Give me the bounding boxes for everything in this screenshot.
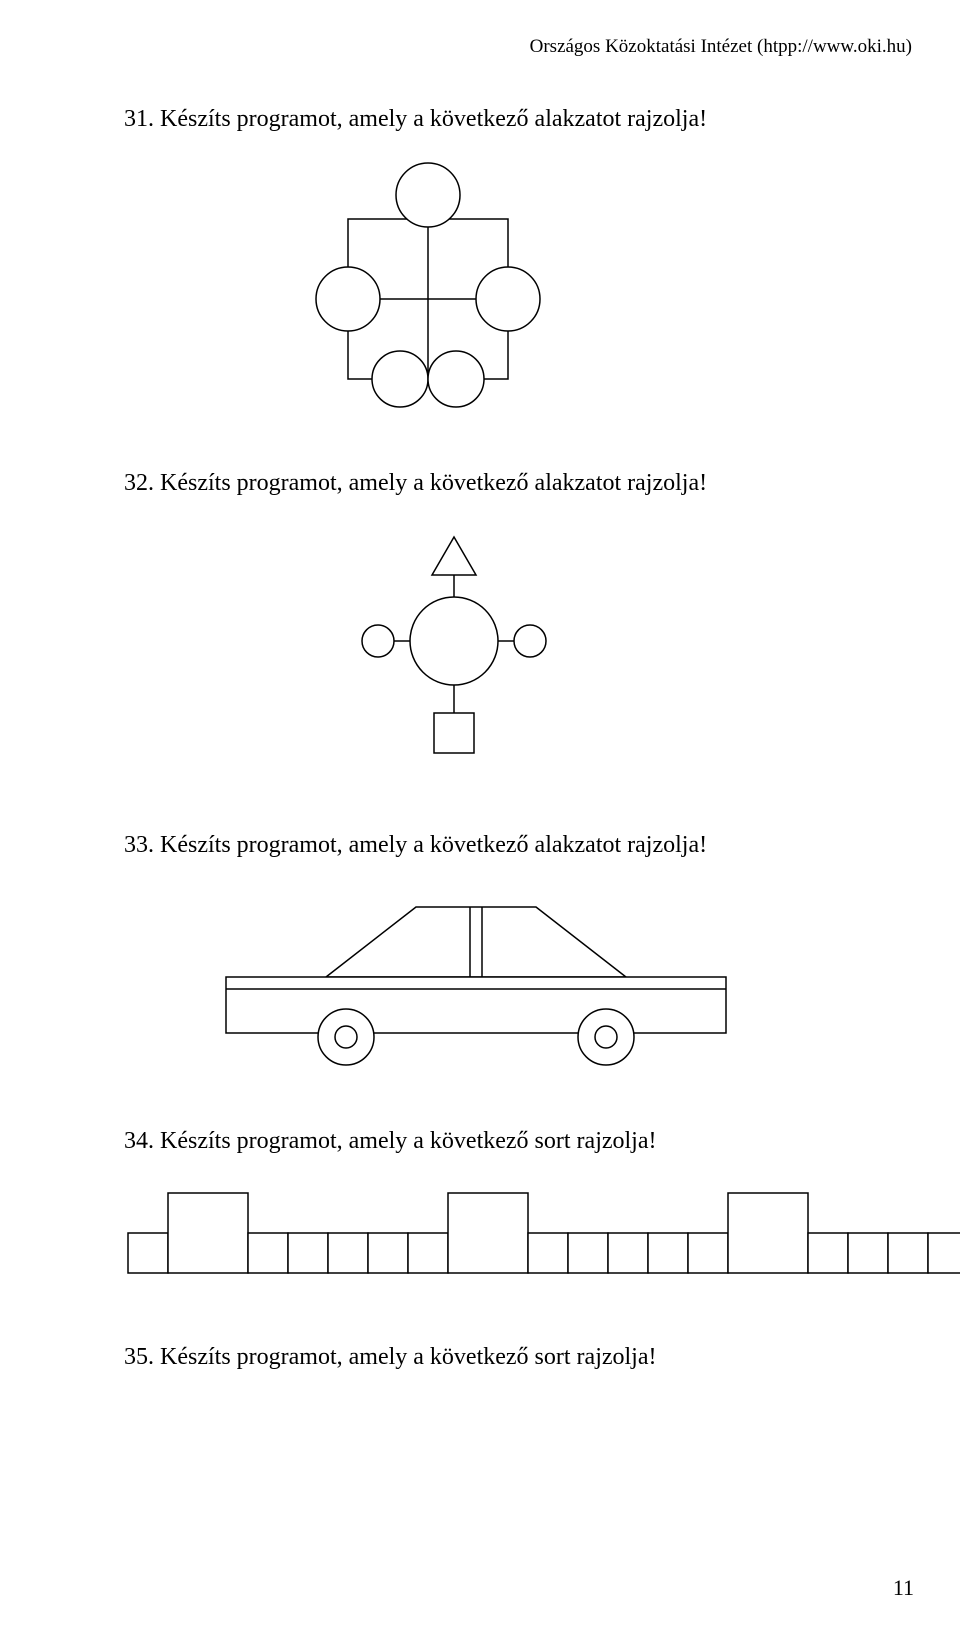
figure-31 xyxy=(124,159,918,424)
figure-32 xyxy=(124,521,918,786)
task-33: 33. Készíts programot, amely a következő… xyxy=(124,832,918,859)
task-34: 34. Készíts programot, amely a következő… xyxy=(124,1128,918,1155)
task-35: 35. Készíts programot, amely a következő… xyxy=(124,1344,918,1371)
header-text: Országos Közoktatási Intézet (htpp://www… xyxy=(124,36,918,58)
task-32: 32. Készíts programot, amely a következő… xyxy=(124,470,918,497)
figure-34 xyxy=(124,1173,918,1298)
figure-33 xyxy=(124,877,918,1082)
task-31: 31. Készíts programot, amely a következő… xyxy=(124,106,918,133)
page-number: 11 xyxy=(893,1575,914,1601)
page: Országos Közoktatási Intézet (htpp://www… xyxy=(0,0,960,1627)
